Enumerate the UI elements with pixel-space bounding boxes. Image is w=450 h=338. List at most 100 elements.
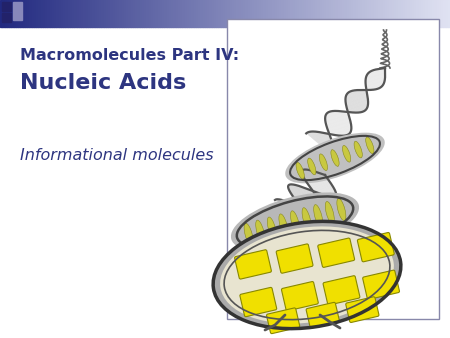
Polygon shape [303,170,336,194]
Polygon shape [346,95,365,111]
Bar [194,0,196,27]
Polygon shape [369,73,383,85]
Polygon shape [287,202,310,219]
Polygon shape [260,239,302,265]
Polygon shape [268,263,277,268]
Bar [176,0,178,27]
Polygon shape [306,170,336,192]
Polygon shape [319,132,333,144]
Bar [171,0,173,27]
Polygon shape [307,170,335,190]
Bar [281,0,284,27]
Polygon shape [303,187,320,200]
Polygon shape [366,77,379,88]
Polygon shape [261,235,305,261]
Polygon shape [258,238,304,265]
FancyBboxPatch shape [266,308,300,334]
Polygon shape [366,87,370,90]
Polygon shape [309,132,335,153]
Polygon shape [346,96,364,112]
Polygon shape [261,235,305,262]
Polygon shape [327,113,350,133]
Polygon shape [354,90,368,103]
Polygon shape [328,112,351,132]
Polygon shape [256,235,307,265]
Polygon shape [303,176,330,197]
Polygon shape [256,252,292,273]
Polygon shape [270,238,298,256]
Bar [86,0,88,27]
Bar [349,0,351,27]
Polygon shape [265,243,296,262]
Polygon shape [348,93,367,109]
Ellipse shape [319,154,328,171]
Bar [346,0,349,27]
Polygon shape [357,90,368,99]
Bar [441,0,443,27]
Polygon shape [255,251,294,274]
Polygon shape [310,132,335,153]
Polygon shape [272,239,296,254]
Bar [79,0,81,27]
Bar [65,0,68,27]
Bar [428,0,430,27]
Polygon shape [289,190,320,214]
Polygon shape [378,69,385,75]
Polygon shape [358,90,368,98]
Polygon shape [297,185,323,205]
Polygon shape [257,235,307,265]
Polygon shape [320,132,333,143]
Polygon shape [355,90,368,102]
Polygon shape [311,171,333,187]
Bar [182,0,184,27]
Bar [376,0,378,27]
Ellipse shape [314,204,323,227]
Polygon shape [366,78,378,89]
Bar [140,0,142,27]
Polygon shape [254,244,300,272]
Polygon shape [293,197,313,212]
Polygon shape [306,188,318,197]
Polygon shape [301,187,320,201]
Polygon shape [333,111,351,126]
Polygon shape [306,169,336,192]
Polygon shape [346,99,361,112]
Polygon shape [251,247,300,276]
Polygon shape [355,90,368,101]
Polygon shape [326,134,330,137]
Polygon shape [314,131,334,149]
Polygon shape [366,78,378,89]
Polygon shape [302,175,331,197]
Polygon shape [347,108,352,113]
Polygon shape [330,112,351,130]
Polygon shape [291,203,307,215]
Polygon shape [304,170,336,193]
Bar [151,0,153,27]
Polygon shape [266,260,280,268]
Polygon shape [294,198,311,211]
Polygon shape [325,116,348,135]
Bar [430,0,432,27]
Polygon shape [375,70,385,78]
Polygon shape [365,90,367,91]
Bar [254,0,256,27]
Ellipse shape [220,226,394,323]
Polygon shape [331,111,351,129]
Polygon shape [346,105,355,113]
Polygon shape [346,97,363,112]
Bar [369,0,371,27]
Polygon shape [378,69,385,75]
Polygon shape [328,132,332,135]
Polygon shape [265,237,302,259]
Polygon shape [296,200,309,210]
Polygon shape [325,116,347,135]
Polygon shape [347,109,351,112]
Polygon shape [366,85,372,90]
Bar [164,0,166,27]
Polygon shape [316,172,330,182]
Polygon shape [302,172,334,197]
Polygon shape [298,203,306,209]
Bar [0,0,2,27]
Bar [137,0,140,27]
Polygon shape [305,180,326,196]
